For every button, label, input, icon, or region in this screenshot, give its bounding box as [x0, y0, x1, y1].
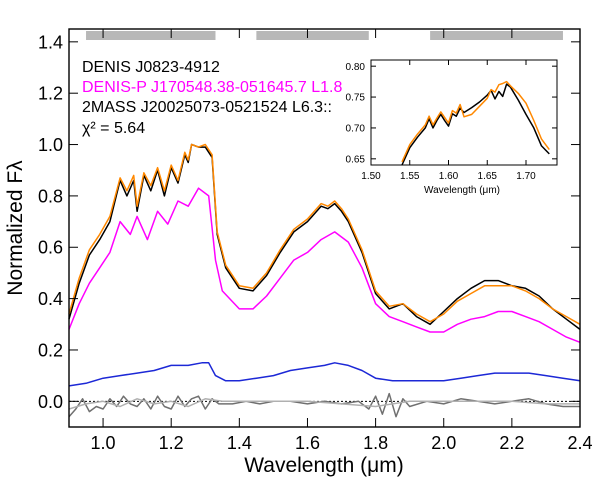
y-tick-label: 0.70: [346, 124, 366, 135]
legend-entry-denis-j0823: DENIS J0823-4912: [82, 59, 220, 76]
series-denis-p-l1-8: [68, 187, 581, 344]
y-tick-label: 1.4: [38, 32, 63, 52]
y-tick-label: 0.75: [346, 93, 366, 104]
legend-entry-2mass-l6-3: 2MASS J20025073-0521524 L6.3::: [82, 99, 332, 116]
x-tick-label: 2.2: [499, 433, 524, 453]
y-tick-label: 1.0: [38, 135, 63, 155]
telluric-band-markers: [86, 31, 563, 40]
inset-background: [388, 58, 500, 165]
x-tick-label: 1.50: [361, 171, 381, 182]
main-plot-frame: [68, 28, 581, 428]
legend-entry-chi-squared: χ² = 5.64: [82, 120, 145, 137]
telluric-band-3: [430, 31, 563, 40]
x-tick-label: 1.65: [478, 171, 498, 182]
series-difference-blue: [68, 362, 581, 387]
x-tick-label: 1.60: [439, 171, 459, 182]
telluric-band-1: [86, 31, 216, 40]
x-tick-label: 1.55: [400, 171, 420, 182]
y-tick-label: 0.0: [38, 392, 63, 412]
x-tick-label: 1.0: [91, 433, 116, 453]
inset-series-model-fit-orange: [401, 80, 550, 163]
inset-plot-frame: [370, 59, 558, 166]
y-tick-label: 1.2: [38, 84, 63, 104]
x-tick-label: 2.0: [431, 433, 456, 453]
main-y-axis-label: Normalized Fλ: [4, 160, 27, 296]
y-tick-label: 0.65: [346, 154, 366, 165]
main-plot: 1.0 1.2 1.4 1.6 1.8 2.0 2.2 2.4 0.0 0.2 0.4 0.6 0.8…: [4, 28, 593, 477]
x-tick-label: 2.4: [567, 433, 592, 453]
y-tick-label: 0.80: [346, 62, 366, 73]
y-tick-label: 0.8: [38, 186, 63, 206]
y-tick-label: 0.2: [38, 340, 63, 360]
main-series-group: [68, 143, 581, 418]
x-tick-label: 1.8: [363, 433, 388, 453]
inset-plot: 1.50 1.55 1.60 1.65 1.70 0.65 0.70 0.75 0.80 Wa…: [346, 58, 558, 196]
y-tick-label: 0.6: [38, 238, 63, 258]
main-x-axis-label: Wavelength (μm): [244, 454, 404, 477]
x-tick-label: 1.6: [295, 433, 320, 453]
inset-series-denis-j0823: [401, 83, 550, 166]
x-tick-label: 1.4: [227, 433, 252, 453]
telluric-band-2: [256, 31, 369, 40]
inset-series-group: [401, 80, 550, 166]
inset-x-ticks: 1.50 1.55 1.60 1.65 1.70: [361, 60, 536, 182]
legend-entry-denis-p-l1-8: DENIS-P J170548.38-051645.7 L1.8: [82, 79, 342, 96]
legend: DENIS J0823-4912 DENIS-P J170548.38-0516…: [82, 59, 342, 137]
y-tick-label: 0.4: [38, 289, 63, 309]
inset-x-axis-label: Wavelength (μm): [424, 185, 500, 196]
series-residual-light: [68, 398, 580, 410]
inset-y-ticks: 0.65 0.70 0.75 0.80: [346, 62, 557, 165]
main-y-ticks: 0.0 0.2 0.4 0.6 0.8 1.0 1.2 1.4: [38, 32, 580, 412]
main-x-ticks: 1.0 1.2 1.4 1.6 1.8 2.0 2.2 2.4: [91, 29, 593, 453]
series-model-fit-orange: [68, 143, 581, 325]
x-tick-label: 1.2: [159, 433, 184, 453]
x-tick-label: 1.70: [516, 171, 536, 182]
series-denis-j0823: [68, 143, 581, 330]
